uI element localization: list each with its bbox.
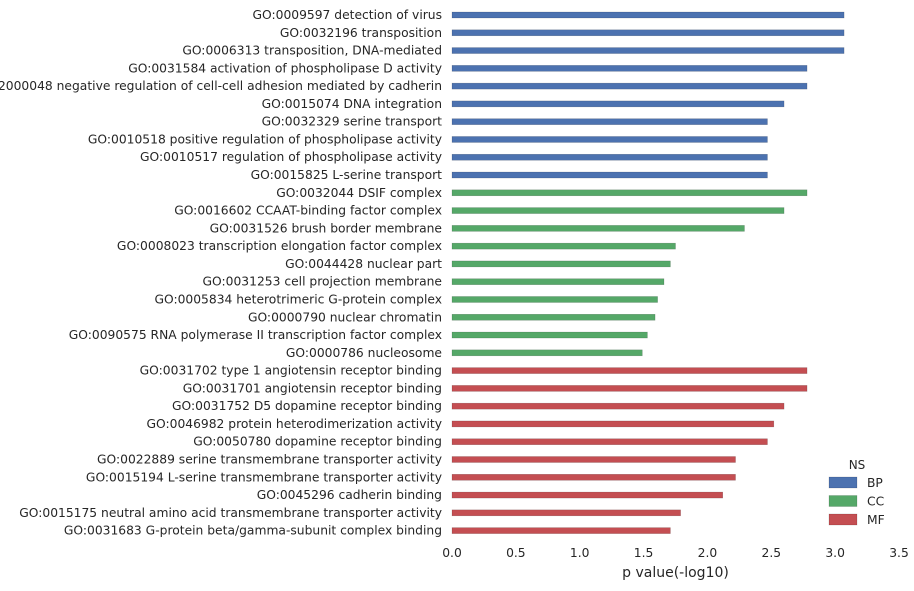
category-label: GO:0050780 dopamine receptor binding xyxy=(193,435,442,449)
category-label: GO:0010517 regulation of phospholipase a… xyxy=(140,150,442,164)
legend: NS BP CC MF xyxy=(828,458,885,527)
x-tick-label: 0.0 xyxy=(442,546,462,560)
bar xyxy=(451,278,665,285)
x-tick-label: 1.5 xyxy=(634,546,654,560)
category-label: GO:0031702 type 1 angiotensin receptor b… xyxy=(140,364,442,378)
x-tick-label: 3.0 xyxy=(825,546,845,560)
category-label: GO:0009597 detection of virus xyxy=(252,8,442,22)
bar xyxy=(451,153,768,161)
category-label: GO:0045296 cadherin binding xyxy=(257,488,442,502)
category-label: GO:0032329 serine transport xyxy=(262,115,443,129)
category-label: GO:0031526 brush border membrane xyxy=(210,221,442,235)
bar xyxy=(451,65,808,72)
bar xyxy=(451,189,808,197)
legend-entries: BP CC MF xyxy=(828,476,885,527)
bar xyxy=(451,47,845,54)
category-label: GO:0000786 nucleosome xyxy=(286,346,442,360)
bar xyxy=(451,402,785,410)
category-label: GO:0000790 nuclear chromatin xyxy=(248,310,442,324)
bar xyxy=(451,100,785,108)
legend-title: NS xyxy=(849,458,866,472)
bar xyxy=(451,225,745,232)
category-label: GO:0006313 transposition, DNA-mediated xyxy=(182,44,442,58)
x-tick-label: 0.5 xyxy=(506,546,526,560)
category-label: GO:0044428 nuclear part xyxy=(285,257,442,271)
bar xyxy=(451,296,658,303)
category-label: GO:0022889 serine transmembrane transpor… xyxy=(97,453,442,467)
x-axis-label: p value(-log10) xyxy=(622,565,729,581)
bar xyxy=(451,491,724,499)
legend-swatch xyxy=(828,513,858,526)
legend-label: CC xyxy=(867,495,884,509)
bar xyxy=(451,171,768,179)
bar xyxy=(451,349,643,357)
x-tick-label: 2.5 xyxy=(762,546,782,560)
bar xyxy=(451,474,736,481)
category-label: GO:0005834 heterotrimeric G-protein comp… xyxy=(154,292,442,306)
bar xyxy=(451,118,768,125)
category-label: GO:0046982 protein heterodimerization ac… xyxy=(146,417,442,431)
category-label: GO:0015825 L-serine transport xyxy=(251,168,443,182)
x-axis-ticks: 0.0 0.5 1.0 1.5 2.0 2.5 3.0 3.5 xyxy=(442,546,909,560)
category-label: GO:0031701 angiotensin receptor binding xyxy=(183,381,442,395)
category-labels: GO:0009597 detection of virus GO:0032196 … xyxy=(0,8,442,538)
category-label: GO:0031253 cell projection membrane xyxy=(203,275,442,289)
bar xyxy=(451,242,676,250)
legend-swatch xyxy=(828,495,858,507)
category-label: GO:0010518 positive regulation of phosph… xyxy=(88,132,442,146)
legend-label: BP xyxy=(867,476,883,490)
category-label: GO:0031752 D5 dopamine receptor binding xyxy=(172,399,442,413)
bar xyxy=(451,82,808,90)
category-label: GO:0090575 RNA polymerase II transcripti… xyxy=(69,328,442,342)
legend-swatch xyxy=(828,476,858,489)
category-label: GO:0016602 CCAAT-binding factor complex xyxy=(174,204,442,218)
category-label: GO:0031584 activation of phospholipase D… xyxy=(128,61,442,75)
bar xyxy=(451,367,808,374)
x-tick-label: 2.0 xyxy=(698,546,718,560)
category-label: GO:0015175 neutral amino acid transmembr… xyxy=(19,506,442,520)
bar xyxy=(451,438,768,445)
bars-layer xyxy=(451,11,845,534)
bar xyxy=(451,331,648,339)
category-label: GO:0008023 transcription elongation fact… xyxy=(117,239,442,253)
x-tick-label: 1.0 xyxy=(570,546,590,560)
category-label: GO:2000048 negative regulation of cell-c… xyxy=(0,79,442,93)
bar xyxy=(451,260,671,268)
bar xyxy=(451,420,775,428)
category-label: GO:0032044 DSIF complex xyxy=(276,186,442,200)
bar xyxy=(451,385,808,392)
bar xyxy=(451,29,845,37)
x-tick-label: 3.5 xyxy=(889,546,909,560)
bar xyxy=(451,314,656,321)
category-label: GO:0015194 L-serine transmembrane transp… xyxy=(86,470,442,484)
category-label: GO:0031683 G-protein beta/gamma-subunit … xyxy=(64,524,442,538)
bar xyxy=(451,456,736,463)
bar xyxy=(451,527,671,534)
category-label: GO:0015074 DNA integration xyxy=(262,97,442,111)
legend-label: MF xyxy=(867,513,885,527)
bar xyxy=(451,509,681,517)
bar xyxy=(451,136,768,143)
bar xyxy=(451,207,785,214)
category-label: GO:0032196 transposition xyxy=(280,26,442,40)
bar xyxy=(451,11,845,19)
